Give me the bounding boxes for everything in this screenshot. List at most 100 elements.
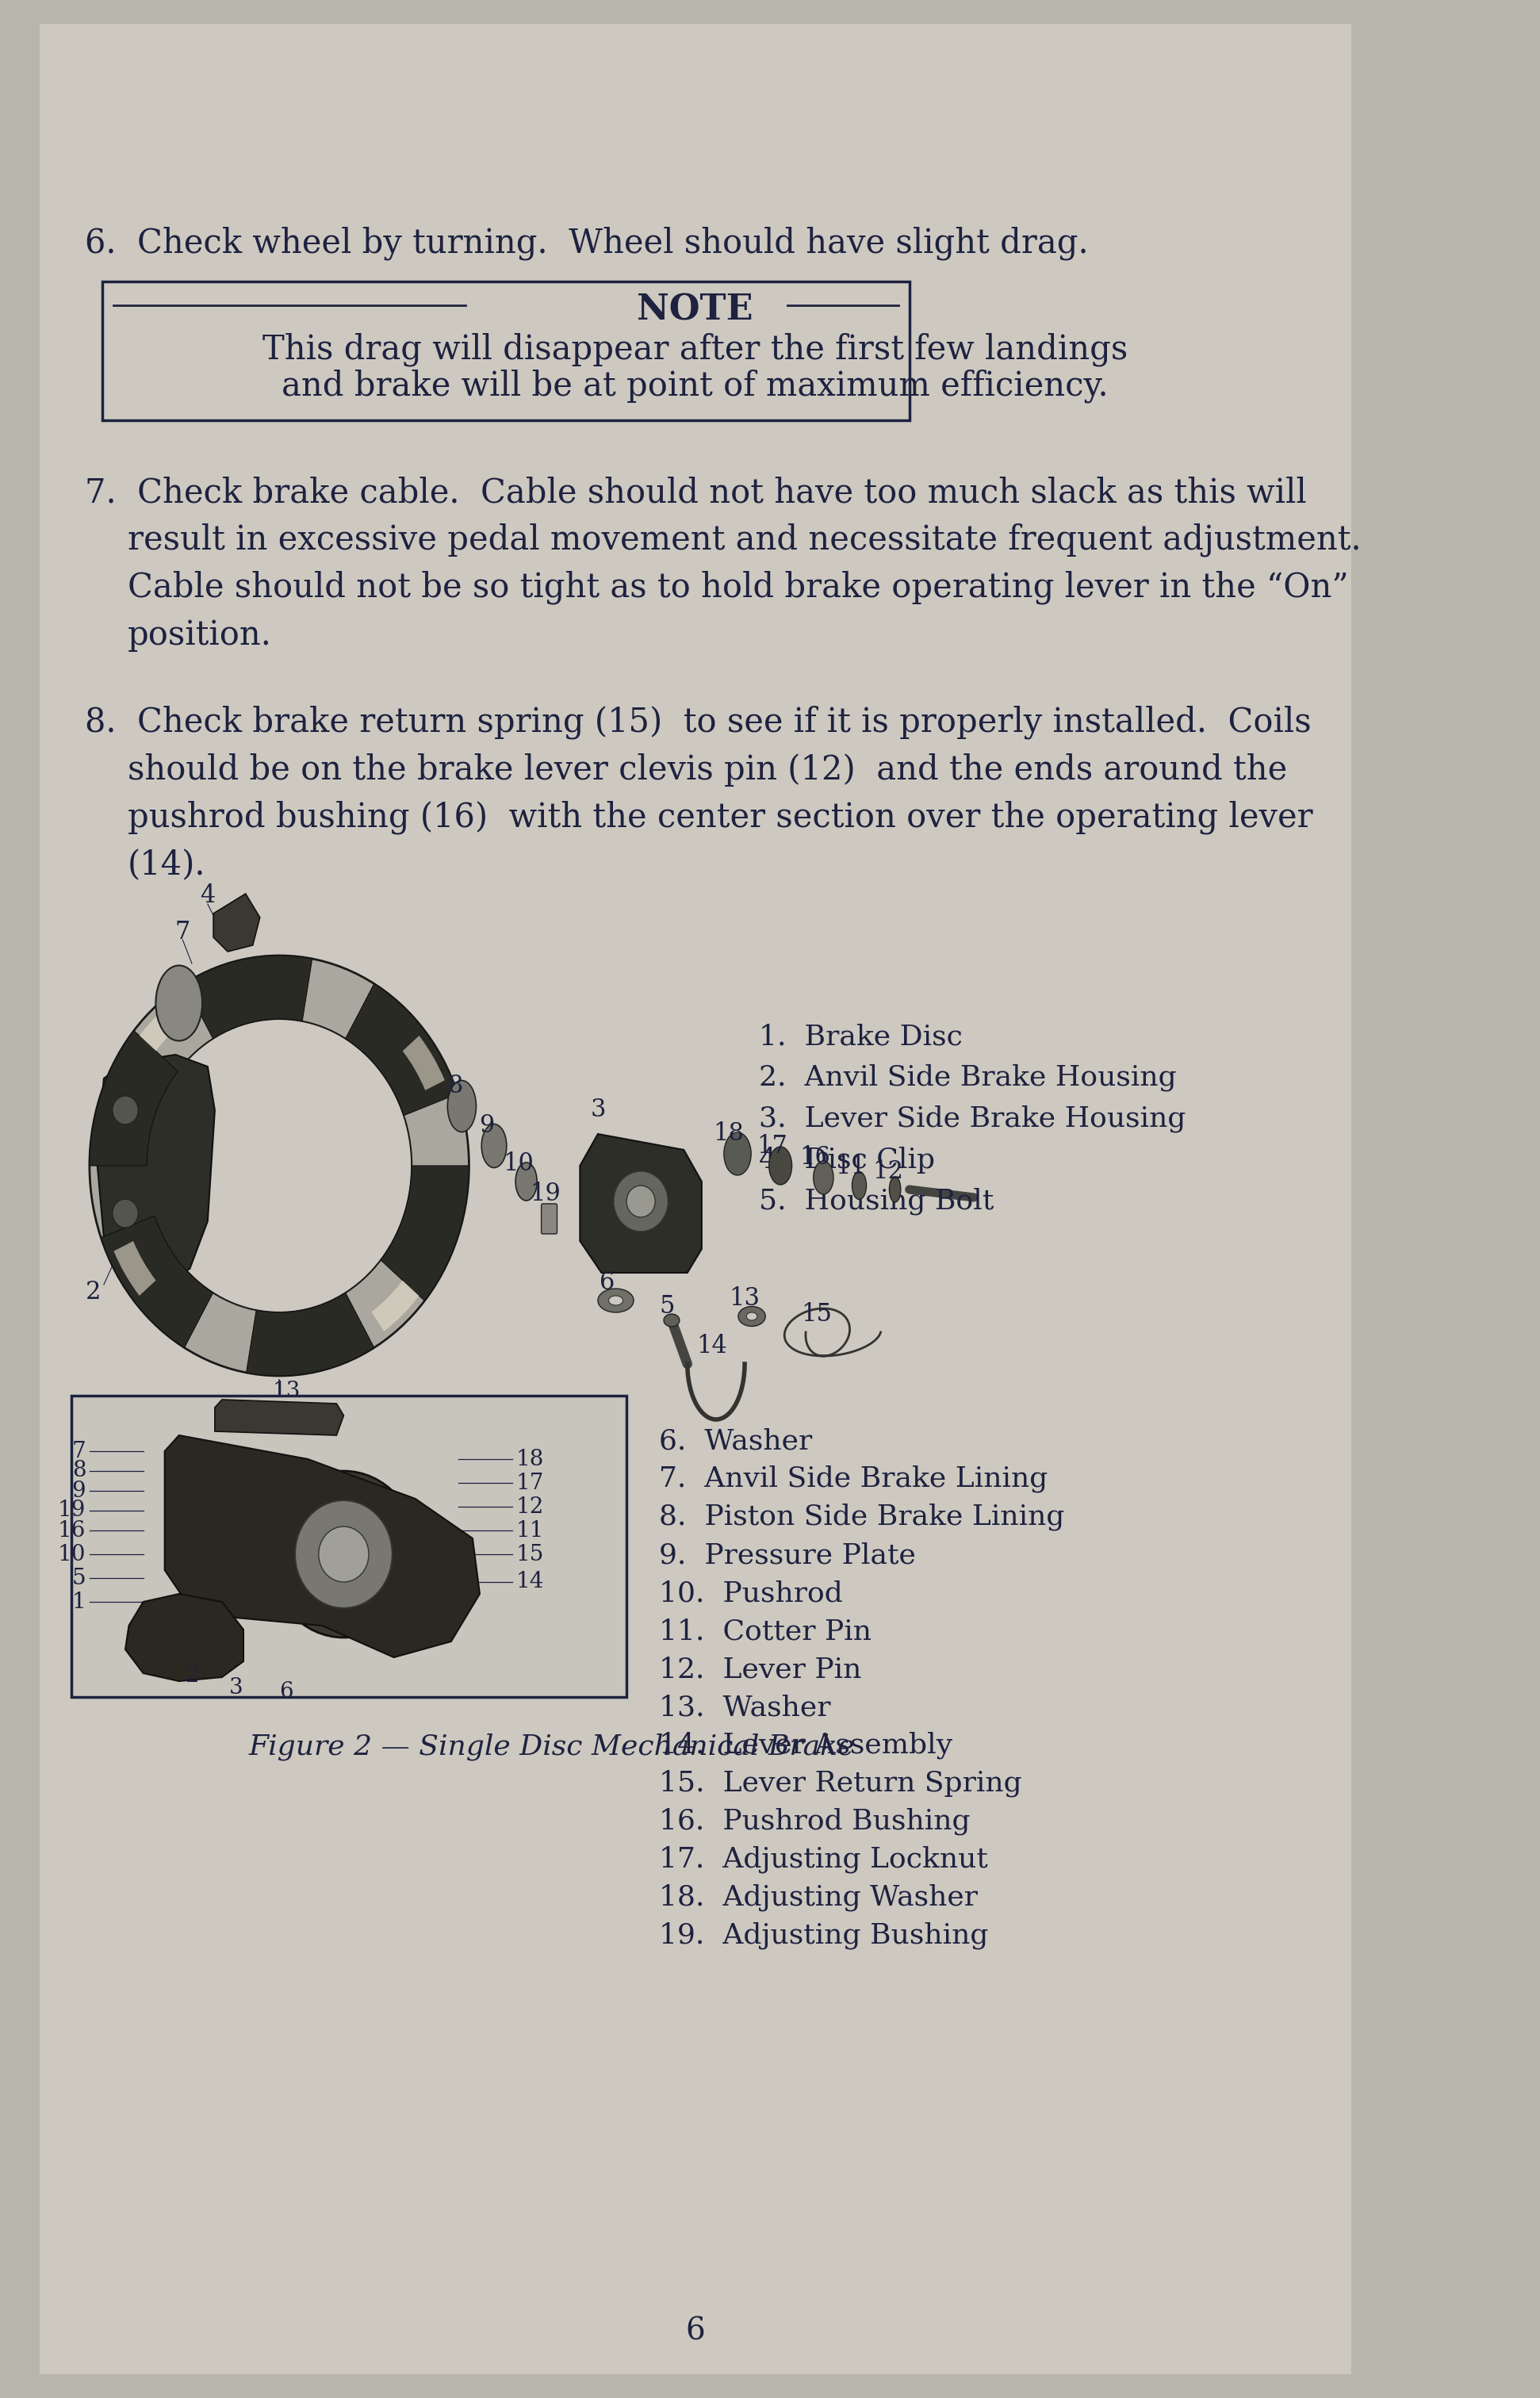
Wedge shape xyxy=(89,1031,177,1165)
Wedge shape xyxy=(380,1165,470,1300)
Text: 13: 13 xyxy=(273,1381,300,1403)
Ellipse shape xyxy=(889,1177,901,1201)
Circle shape xyxy=(146,1019,411,1312)
Text: 9.  Pressure Plate: 9. Pressure Plate xyxy=(659,1542,916,1568)
Text: 7: 7 xyxy=(176,918,191,945)
Text: result in excessive pedal movement and necessitate frequent adjustment.: result in excessive pedal movement and n… xyxy=(128,523,1361,556)
Text: 10.  Pushrod: 10. Pushrod xyxy=(659,1580,842,1607)
FancyBboxPatch shape xyxy=(40,24,1351,2374)
Text: 19: 19 xyxy=(59,1499,86,1520)
Text: 13: 13 xyxy=(730,1288,761,1312)
Text: position.: position. xyxy=(128,619,271,652)
Text: 11: 11 xyxy=(835,1156,865,1180)
FancyBboxPatch shape xyxy=(71,1396,627,1698)
Circle shape xyxy=(268,1470,419,1638)
Text: 4: 4 xyxy=(200,885,216,909)
Text: 1.  Brake Disc: 1. Brake Disc xyxy=(759,1024,962,1050)
Text: should be on the brake lever clevis pin (12)  and the ends around the: should be on the brake lever clevis pin … xyxy=(128,753,1287,787)
Ellipse shape xyxy=(813,1161,833,1194)
Polygon shape xyxy=(214,1400,343,1436)
Text: 17: 17 xyxy=(756,1134,787,1158)
Text: 10: 10 xyxy=(59,1544,86,1566)
Text: 18: 18 xyxy=(713,1122,744,1146)
FancyBboxPatch shape xyxy=(102,281,909,420)
Text: NOTE: NOTE xyxy=(638,293,753,329)
Text: 17.  Adjusting Locknut: 17. Adjusting Locknut xyxy=(659,1846,987,1873)
Circle shape xyxy=(627,1185,654,1218)
Text: 5.  Housing Bolt: 5. Housing Bolt xyxy=(759,1187,993,1216)
Text: 8.  Check brake return spring (15)  to see if it is properly installed.  Coils: 8. Check brake return spring (15) to see… xyxy=(85,705,1311,739)
Text: 12.  Lever Pin: 12. Lever Pin xyxy=(659,1655,861,1683)
Wedge shape xyxy=(371,1281,419,1331)
FancyBboxPatch shape xyxy=(541,1204,557,1235)
Text: (14).: (14). xyxy=(128,849,205,882)
Ellipse shape xyxy=(747,1312,758,1321)
Circle shape xyxy=(89,954,470,1376)
Circle shape xyxy=(112,1199,139,1228)
Text: 6: 6 xyxy=(599,1271,614,1295)
Ellipse shape xyxy=(608,1295,624,1305)
Text: 2: 2 xyxy=(85,1281,100,1305)
Text: 6: 6 xyxy=(685,2316,705,2345)
Text: 14: 14 xyxy=(696,1333,727,1360)
Ellipse shape xyxy=(724,1132,752,1175)
Text: 15: 15 xyxy=(801,1302,832,1326)
Text: 3: 3 xyxy=(229,1676,243,1698)
Text: 6: 6 xyxy=(279,1681,294,1703)
Text: 16.  Pushrod Bushing: 16. Pushrod Bushing xyxy=(659,1808,970,1834)
Ellipse shape xyxy=(852,1173,867,1199)
Text: 14.  Lever Assembly: 14. Lever Assembly xyxy=(659,1731,952,1760)
Text: 7.  Check brake cable.  Cable should not have too much slack as this will: 7. Check brake cable. Cable should not h… xyxy=(85,475,1306,508)
Ellipse shape xyxy=(448,1081,476,1132)
Polygon shape xyxy=(165,1436,480,1657)
Circle shape xyxy=(112,1096,139,1125)
Text: 8.  Piston Side Brake Lining: 8. Piston Side Brake Lining xyxy=(659,1504,1064,1530)
Text: 3: 3 xyxy=(590,1098,605,1122)
Text: 2.  Anvil Side Brake Housing: 2. Anvil Side Brake Housing xyxy=(759,1065,1177,1091)
Text: 5: 5 xyxy=(72,1568,86,1590)
Text: pushrod bushing (16)  with the center section over the operating lever: pushrod bushing (16) with the center sec… xyxy=(128,801,1312,835)
Text: Figure 2 — Single Disc Mechanical Brake: Figure 2 — Single Disc Mechanical Brake xyxy=(249,1734,855,1760)
Polygon shape xyxy=(214,894,260,952)
Text: 19.  Adjusting Bushing: 19. Adjusting Bushing xyxy=(659,1923,989,1950)
Text: 1: 1 xyxy=(72,1592,86,1611)
Ellipse shape xyxy=(482,1125,507,1168)
Circle shape xyxy=(319,1528,368,1583)
Text: 7.  Anvil Side Brake Lining: 7. Anvil Side Brake Lining xyxy=(659,1465,1047,1494)
Polygon shape xyxy=(97,1055,214,1293)
Polygon shape xyxy=(125,1595,243,1681)
Text: 2: 2 xyxy=(185,1664,199,1686)
Wedge shape xyxy=(114,1242,156,1295)
Text: 12: 12 xyxy=(516,1496,544,1518)
Wedge shape xyxy=(140,1000,186,1050)
Text: 6.  Washer: 6. Washer xyxy=(659,1427,812,1453)
Wedge shape xyxy=(345,983,457,1115)
Text: This drag will disappear after the first few landings: This drag will disappear after the first… xyxy=(263,333,1127,367)
Text: 10: 10 xyxy=(504,1151,534,1177)
Text: 9: 9 xyxy=(479,1113,494,1139)
Circle shape xyxy=(296,1501,393,1609)
Text: 16: 16 xyxy=(799,1146,830,1170)
Circle shape xyxy=(613,1170,668,1233)
Ellipse shape xyxy=(516,1163,537,1201)
Text: 8: 8 xyxy=(72,1460,86,1482)
Text: 11.  Cotter Pin: 11. Cotter Pin xyxy=(659,1619,872,1645)
Ellipse shape xyxy=(664,1314,679,1326)
Text: 16: 16 xyxy=(59,1520,86,1542)
Wedge shape xyxy=(102,1216,213,1348)
Text: 13.  Washer: 13. Washer xyxy=(659,1693,830,1722)
Wedge shape xyxy=(185,954,313,1038)
Text: and brake will be at point of maximum efficiency.: and brake will be at point of maximum ef… xyxy=(282,369,1109,403)
Wedge shape xyxy=(246,1293,374,1376)
Text: 6.  Check wheel by turning.  Wheel should have slight drag.: 6. Check wheel by turning. Wheel should … xyxy=(85,225,1089,259)
Text: 9: 9 xyxy=(72,1480,86,1501)
Text: 5: 5 xyxy=(659,1295,675,1319)
Ellipse shape xyxy=(156,966,202,1041)
Ellipse shape xyxy=(738,1307,765,1326)
Text: 14: 14 xyxy=(516,1571,544,1592)
Polygon shape xyxy=(581,1134,702,1273)
Text: 19: 19 xyxy=(530,1182,561,1206)
Text: 18.  Adjusting Washer: 18. Adjusting Washer xyxy=(659,1885,978,1911)
Ellipse shape xyxy=(768,1146,792,1185)
Text: 8: 8 xyxy=(448,1074,464,1098)
